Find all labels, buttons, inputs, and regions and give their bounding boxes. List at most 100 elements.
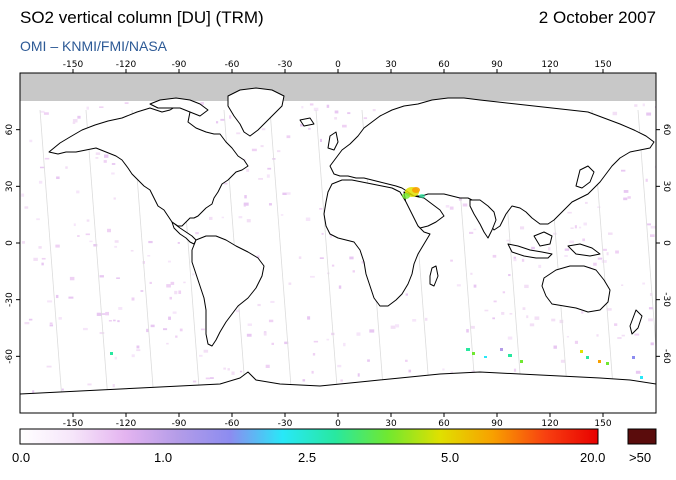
- noise-pixel: [209, 216, 213, 220]
- noise-pixel: [301, 106, 304, 109]
- noise-pixel: [261, 128, 266, 131]
- noise-pixel: [342, 124, 347, 128]
- noise-pixel: [130, 249, 134, 252]
- noise-pixel: [311, 370, 314, 374]
- noise-pixel: [136, 349, 141, 352]
- speckle: [640, 376, 643, 379]
- noise-pixel: [553, 345, 557, 349]
- noise-pixel: [147, 255, 151, 257]
- noise-pixel: [307, 316, 311, 320]
- map-date: 2 October 2007: [538, 8, 656, 27]
- noise-pixel: [310, 275, 315, 278]
- noise-pixel: [124, 102, 129, 104]
- lat-label-right: 0: [661, 240, 671, 246]
- noise-pixel: [140, 290, 144, 292]
- noise-pixel: [634, 333, 640, 336]
- speckle: [484, 356, 487, 358]
- africa-coast: [323, 179, 431, 307]
- noise-pixel: [83, 327, 88, 331]
- noise-pixel: [529, 323, 535, 327]
- longitude-ticks-bottom: -150 -120 -90 -60 -30 0 30 60 90 120 150: [63, 413, 612, 429]
- noise-pixel: [169, 296, 172, 300]
- so2-plume-tail: [419, 194, 425, 198]
- noise-pixel: [33, 257, 38, 261]
- noise-pixel: [114, 240, 119, 243]
- noise-pixel: [649, 293, 653, 296]
- noise-pixel: [136, 345, 140, 349]
- noise-pixel: [29, 139, 33, 143]
- noise-pixel: [113, 197, 116, 200]
- noise-pixel: [596, 334, 599, 337]
- noise-pixel: [210, 377, 214, 379]
- south-america-coast: [191, 235, 265, 347]
- iceland-coast: [299, 117, 315, 127]
- noise-pixel: [263, 332, 267, 336]
- noise-pixel: [178, 290, 182, 294]
- noise-pixel: [469, 231, 474, 234]
- britain-coast: [327, 131, 339, 151]
- noise-pixel: [319, 138, 323, 142]
- noise-pixel: [412, 318, 417, 322]
- noise-pixel: [239, 370, 243, 373]
- noise-pixel: [221, 216, 224, 219]
- noise-pixel: [220, 118, 225, 121]
- noise-pixel: [484, 309, 489, 312]
- noise-pixel: [560, 359, 566, 363]
- noise-pixel: [334, 117, 338, 120]
- noise-pixel: [581, 311, 584, 314]
- noise-pixel: [470, 325, 475, 329]
- noise-pixel: [267, 167, 272, 170]
- noise-pixel: [21, 193, 25, 197]
- noise-pixel: [606, 308, 612, 311]
- lon-label-top: -30: [278, 60, 293, 70]
- noise-pixel: [564, 248, 570, 251]
- noise-pixel: [111, 163, 116, 165]
- noise-pixel: [174, 290, 178, 295]
- noise-pixel: [501, 311, 505, 315]
- noise-pixel: [492, 254, 497, 258]
- noise-pixel: [583, 222, 587, 226]
- orbit-track: [39, 109, 63, 401]
- noise-pixel: [357, 373, 360, 377]
- new-zealand-coast: [629, 309, 643, 335]
- noise-pixel: [449, 206, 454, 210]
- noise-pixel: [85, 233, 90, 236]
- noise-pixel: [473, 228, 477, 231]
- noise-pixel: [96, 312, 102, 316]
- speckle: [500, 348, 503, 351]
- noise-pixel: [244, 195, 247, 199]
- noise-pixel: [235, 309, 240, 313]
- antarctica-coast: [20, 371, 656, 413]
- noise-pixel: [597, 206, 601, 209]
- noise-pixel: [567, 211, 572, 214]
- noise-pixel: [627, 196, 631, 199]
- noise-pixel: [347, 112, 351, 115]
- noise-pixel: [513, 256, 516, 259]
- longitude-ticks-top: -150 -120 -90 -60 -30 0 30 60 90 120 150: [63, 60, 612, 73]
- new-guinea-coast: [567, 243, 601, 257]
- noise-pixel: [509, 313, 513, 315]
- noise-pixel: [41, 257, 46, 260]
- lat-label-right: -60: [661, 349, 671, 364]
- noise-pixel: [265, 364, 270, 368]
- data-credit: OMI – KNMI/FMI/NASA: [20, 38, 168, 54]
- noise-pixel: [642, 103, 645, 107]
- noise-pixel: [551, 318, 556, 322]
- noise-pixel: [635, 370, 641, 374]
- noise-pixel: [608, 232, 613, 235]
- noise-pixel: [223, 367, 226, 370]
- noise-pixel: [538, 264, 542, 268]
- lon-label-top: -90: [172, 60, 187, 70]
- noise-pixel: [593, 262, 597, 266]
- noise-pixel: [520, 226, 525, 230]
- noise-pixel: [99, 106, 104, 108]
- colorbar-label-2: 2.5: [298, 450, 317, 465]
- noise-pixel: [95, 152, 101, 155]
- noise-pixel: [179, 328, 183, 332]
- lon-label-bottom: -30: [278, 419, 293, 429]
- noise-pixel: [492, 317, 495, 320]
- noise-pixel: [258, 177, 263, 180]
- noise-pixel: [77, 235, 80, 237]
